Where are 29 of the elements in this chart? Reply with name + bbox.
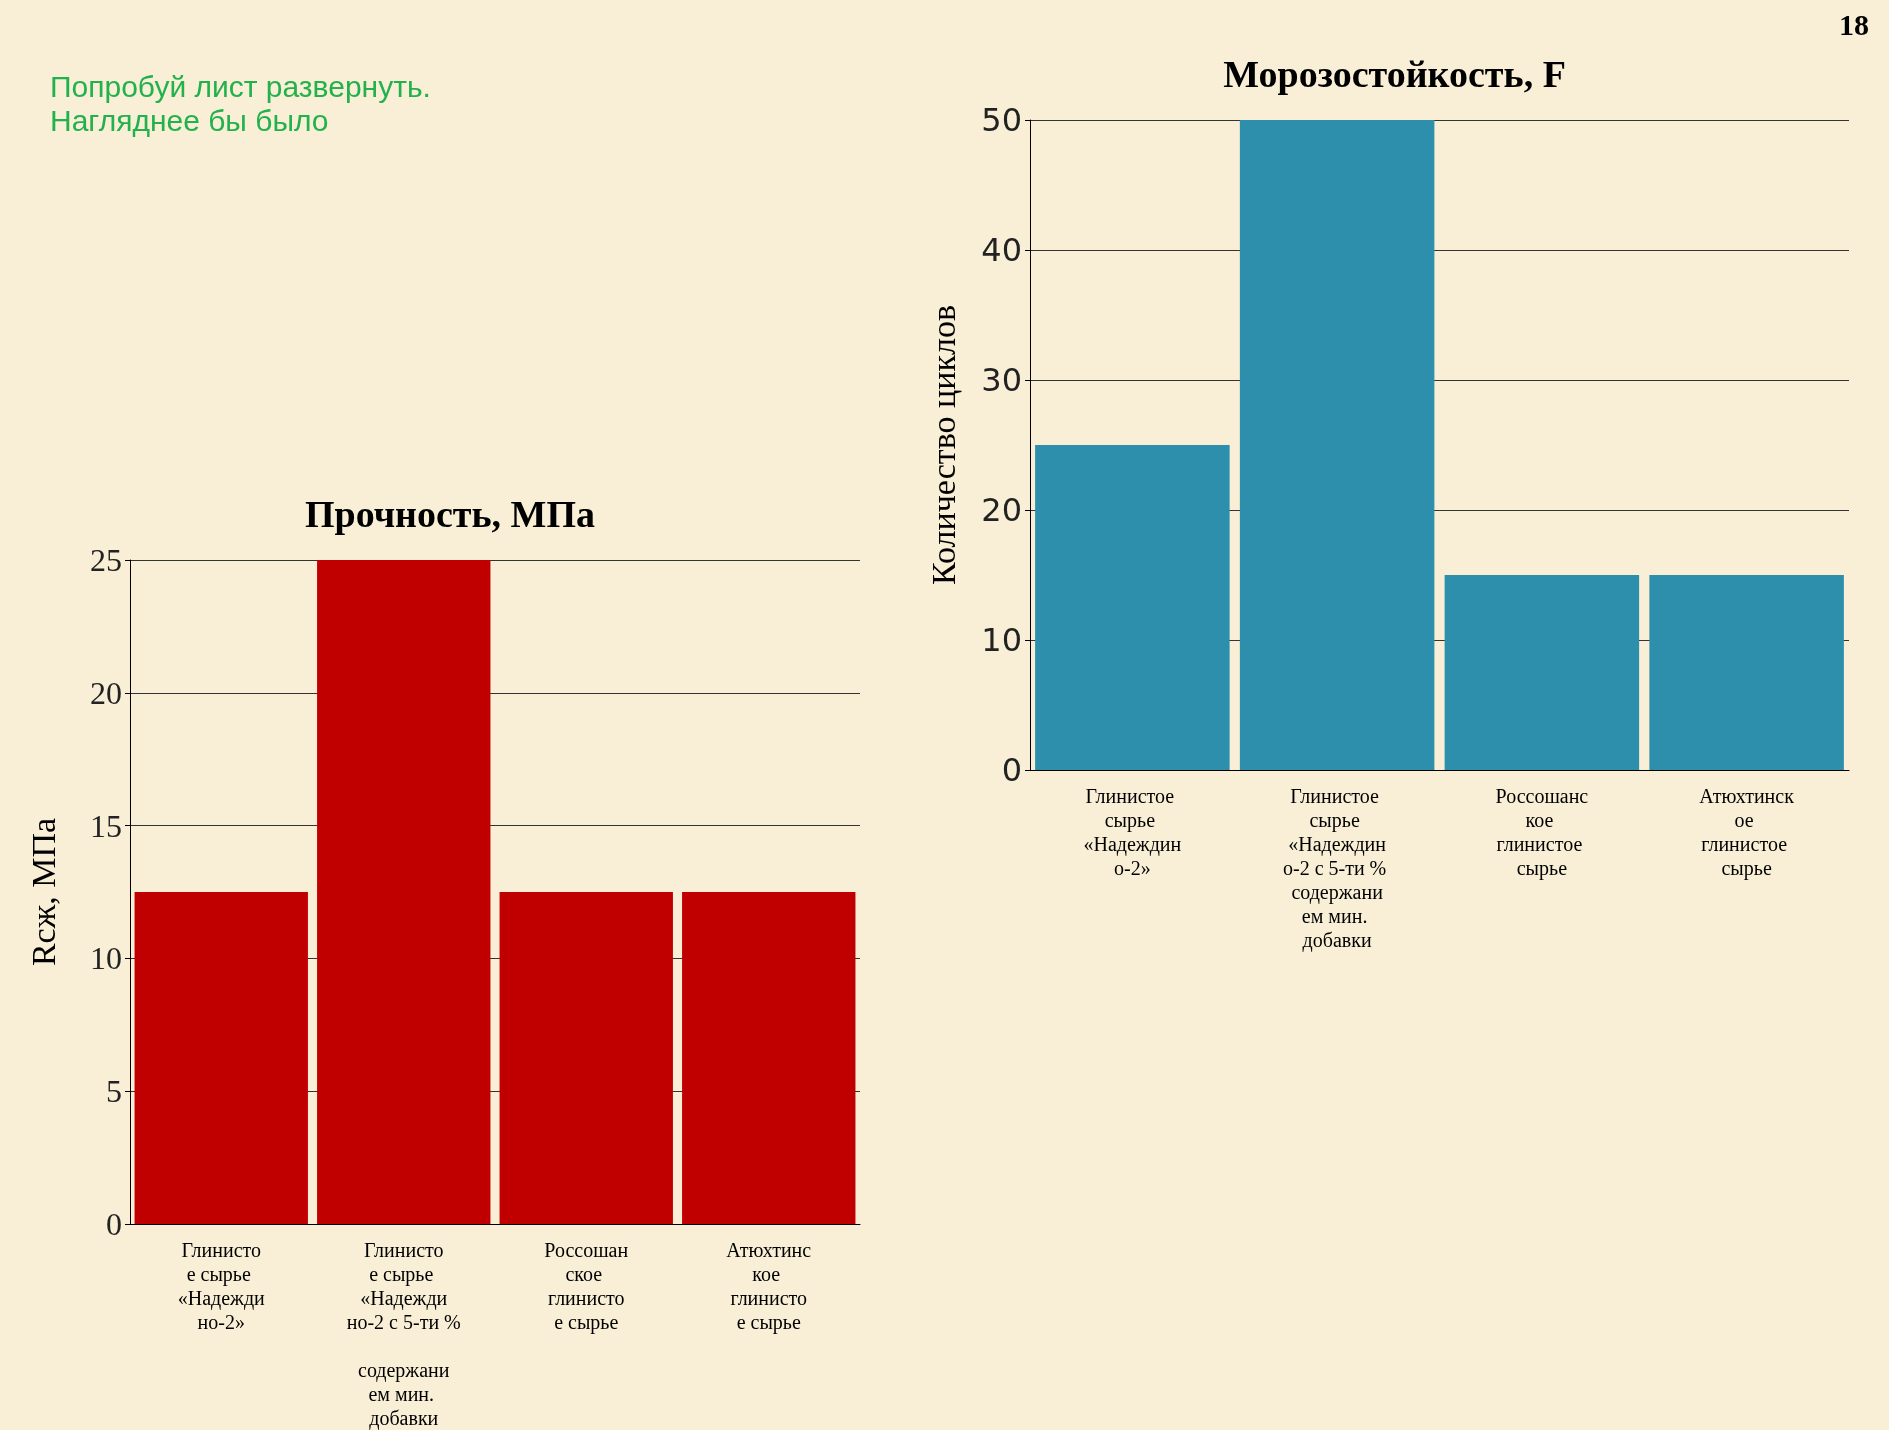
y-axis-title: Количество циклов: [924, 305, 962, 585]
y-tick-label: 20: [981, 491, 1022, 529]
y-tick-label: 20: [90, 674, 122, 711]
y-tick-label: 0: [1001, 751, 1022, 789]
x-tick-label: Глинистое сырье «Надеждино-2 с 5-ти % содержанием мин. добавки: [1282, 785, 1392, 952]
x-tick-label: Атюхтинское глинистое сырье: [726, 1239, 812, 1334]
text: 18: [1839, 8, 1869, 42]
bar: [1649, 575, 1844, 770]
y-tick-label: 30: [981, 361, 1022, 399]
y-tick-label: 0: [106, 1206, 122, 1242]
x-tick-label: Глинистое сырье «Надеждино-2»: [177, 1239, 266, 1333]
chart-title: Прочность, МПа: [304, 493, 596, 535]
y-tick-label: 10: [90, 940, 122, 977]
y-tick-label: 10: [981, 621, 1022, 659]
y-tick-label: 40: [981, 231, 1022, 269]
bar: [1444, 575, 1640, 770]
chart-title: Морозостойкость, F: [1223, 53, 1566, 95]
bar: [1239, 120, 1435, 770]
x-tick-label: Глинистое сырье «Надеждино-2»: [1083, 785, 1182, 879]
x-tick-label: Россошанское глинистое сырье: [544, 1239, 629, 1334]
y-axis-title: Rсж, МПа: [24, 817, 62, 967]
x-tick-label: Россошанское глинистое сырье: [1495, 785, 1589, 880]
bar: [1035, 445, 1230, 770]
text: Попробуй лист развернуть. Нагляднее бы было: [50, 70, 432, 138]
x-tick-label: Атюхтинское глинистое сырье: [1699, 785, 1795, 880]
y-tick-label: 50: [981, 101, 1022, 139]
y-tick-label: 15: [90, 807, 122, 844]
y-tick-label: 5: [106, 1073, 122, 1110]
y-tick-label: 25: [90, 542, 122, 578]
